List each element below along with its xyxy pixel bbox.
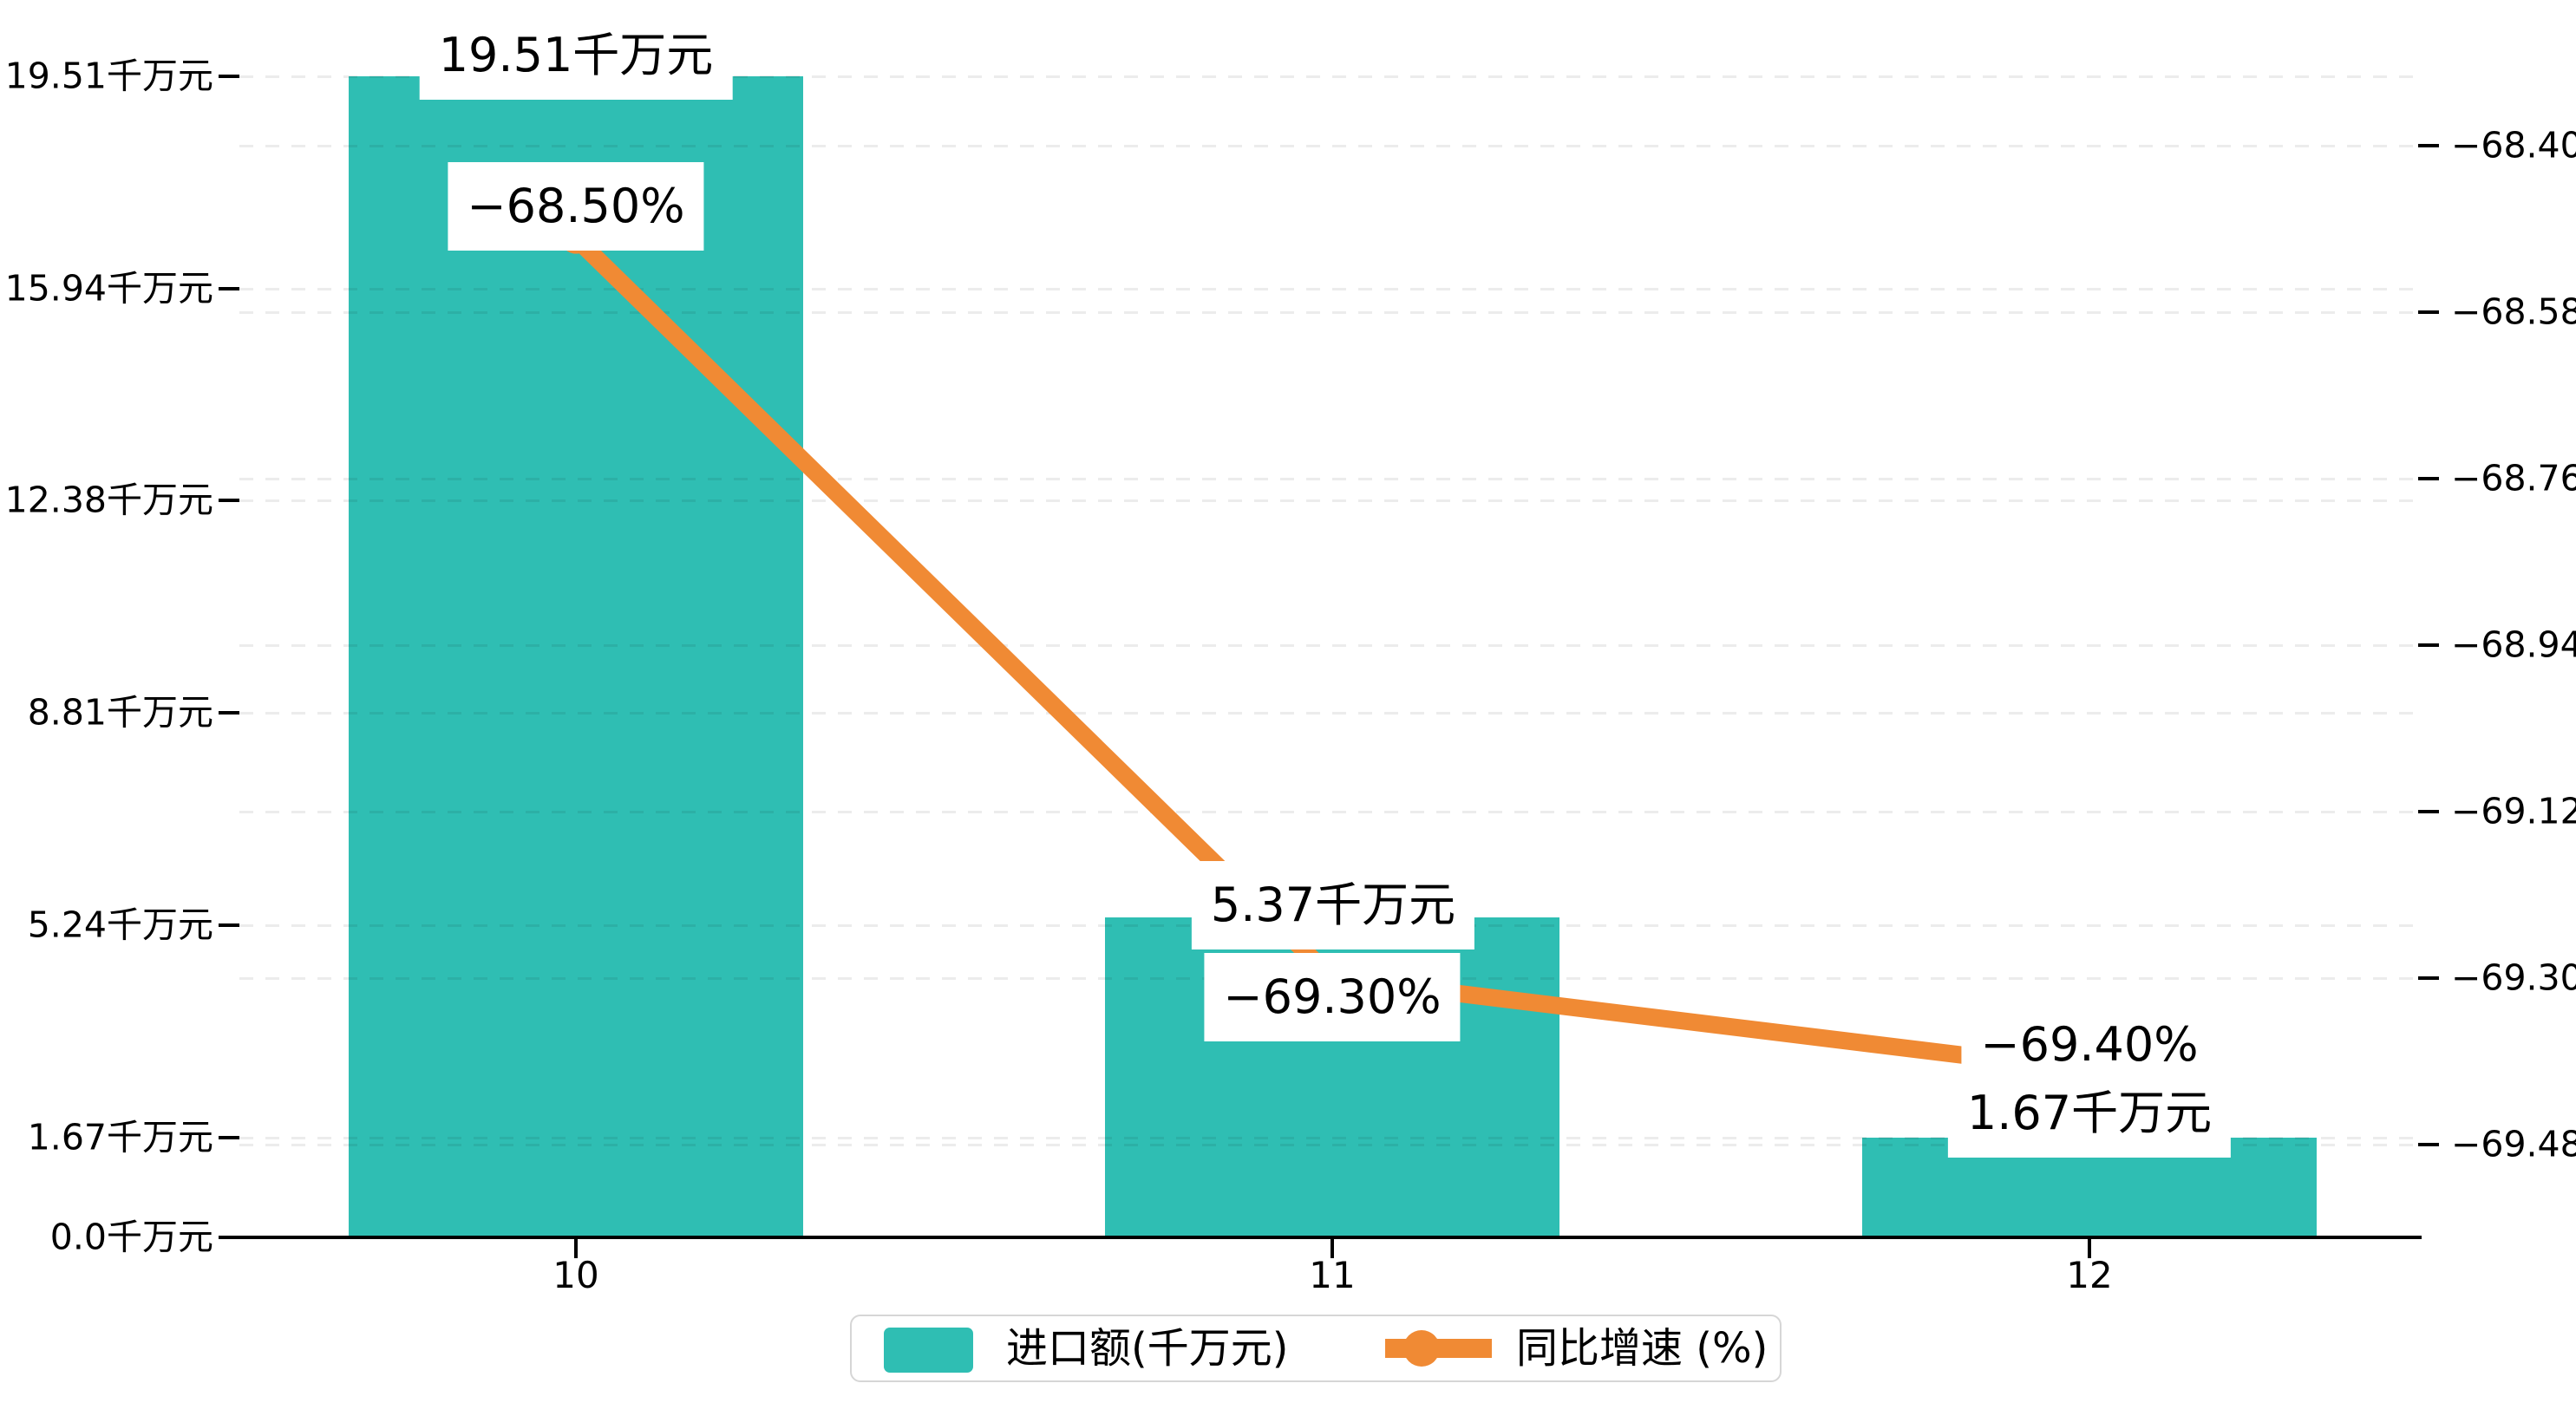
bar-month-10[interactable]	[349, 76, 803, 1237]
x-axis-tick	[574, 1239, 578, 1258]
gridline-left-axis	[239, 499, 2422, 502]
x-axis-category-label: 10	[552, 1254, 599, 1296]
right-axis-tick	[2418, 144, 2439, 147]
left-axis-tick-label: 19.51千万元	[4, 55, 213, 97]
x-axis-line	[239, 1236, 2422, 1239]
right-axis-tick	[2418, 810, 2439, 813]
line-value-label: −68.50%	[448, 162, 704, 251]
right-axis-tick-label: −69.48	[2451, 1123, 2576, 1165]
legend-item-line-label[interactable]: 同比增速 (%)	[1516, 1324, 1769, 1373]
left-axis-tick-label: 8.81千万元	[27, 691, 213, 734]
right-axis-tick-label: −69.12	[2451, 790, 2576, 832]
gridline-right-axis	[239, 310, 2422, 314]
gridline-right-axis	[239, 643, 2422, 647]
gridline-left-axis	[239, 75, 2422, 78]
left-axis-tick-label: 12.38千万元	[4, 479, 213, 521]
legend: 进口额(千万元) 同比增速 (%)	[850, 1315, 1782, 1382]
x-axis-category-label: 12	[2066, 1254, 2113, 1296]
left-axis-tick	[219, 287, 239, 290]
right-axis-tick-label: −68.94	[2451, 623, 2576, 666]
gridline-right-axis	[239, 810, 2422, 813]
left-axis-tick	[219, 499, 239, 503]
gridline-right-axis	[239, 1143, 2422, 1146]
right-axis-tick	[2418, 310, 2439, 314]
right-axis-tick	[2418, 477, 2439, 480]
legend-line-dot-icon	[1403, 1330, 1440, 1367]
right-axis-tick-label: −69.30	[2451, 956, 2576, 999]
right-axis-tick-label: −68.76	[2451, 457, 2576, 499]
bar-value-label: 19.51千万元	[419, 11, 733, 100]
legend-item-bar-label[interactable]: 进口额(千万元)	[1006, 1324, 1289, 1373]
left-axis-tick	[219, 1236, 239, 1239]
right-axis-tick	[2418, 643, 2439, 647]
left-axis-tick	[219, 923, 239, 928]
gridline-right-axis	[239, 477, 2422, 480]
gridline-left-axis	[239, 1136, 2422, 1139]
right-axis-tick	[2418, 1143, 2439, 1146]
line-value-label: −69.30%	[1204, 953, 1461, 1041]
x-axis-category-label: 11	[1309, 1254, 1356, 1296]
right-axis-tick-label: −68.58	[2451, 290, 2576, 333]
legend-bar-swatch[interactable]	[884, 1328, 973, 1373]
x-axis-tick	[2088, 1239, 2091, 1258]
left-axis-tick	[219, 711, 239, 715]
left-axis-tick-label: 1.67千万元	[27, 1116, 213, 1158]
left-axis-tick-label: 15.94千万元	[4, 267, 213, 310]
left-axis-tick-label: 0.0千万元	[49, 1216, 213, 1258]
gridline-right-axis	[239, 144, 2422, 147]
right-axis-tick	[2418, 976, 2439, 980]
left-axis-tick	[219, 1136, 239, 1140]
gridline-left-axis	[239, 711, 2422, 715]
gridline-left-axis	[239, 287, 2422, 290]
left-axis-tick-label: 5.24千万元	[27, 904, 213, 946]
bar-value-label: 5.37千万元	[1191, 861, 1475, 949]
left-axis-tick	[219, 75, 239, 78]
x-axis-tick	[1330, 1239, 1334, 1258]
line-value-label: −69.40%	[1961, 1001, 2218, 1089]
right-axis-tick-label: −68.40	[2451, 124, 2576, 166]
